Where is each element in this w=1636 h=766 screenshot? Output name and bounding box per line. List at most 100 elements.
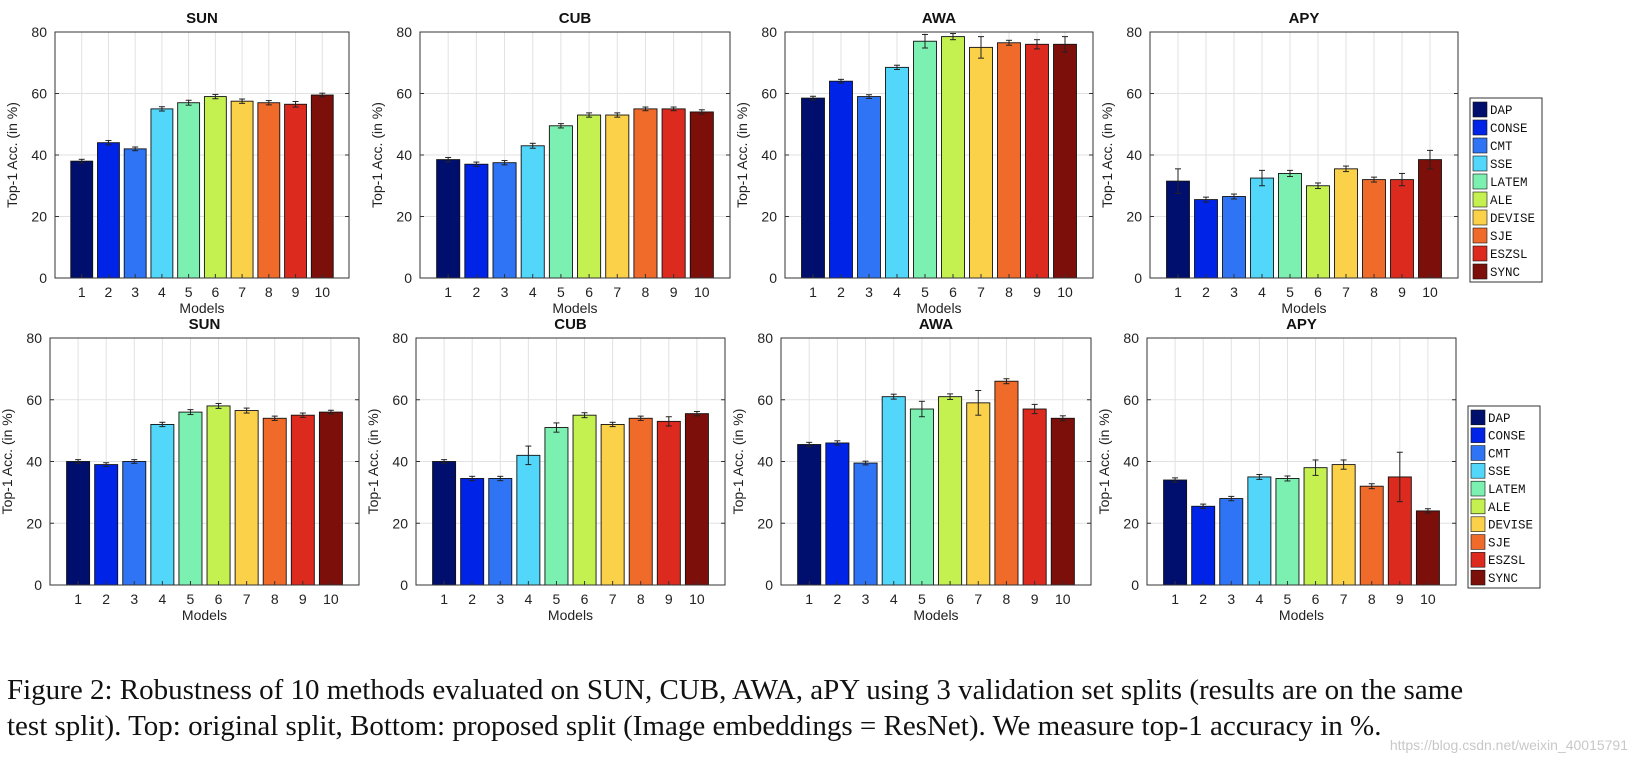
x-tick-label: 8 <box>1005 284 1013 300</box>
bar <box>1053 43 1077 279</box>
bar <box>460 478 485 586</box>
error-bar <box>292 100 299 108</box>
y-tick-label: 0 <box>1134 270 1142 286</box>
x-tick-label: 2 <box>1199 591 1207 607</box>
x-tick-label: 6 <box>581 591 589 607</box>
x-tick-label: 4 <box>893 284 901 300</box>
y-tick-label: 0 <box>404 270 412 286</box>
error-bar <box>1031 403 1038 415</box>
error-bar <box>834 440 841 446</box>
x-tick-label: 5 <box>918 591 926 607</box>
chart-title: SUN <box>189 316 221 333</box>
bar <box>885 66 909 279</box>
error-bar <box>947 393 954 400</box>
error-bar <box>609 421 616 428</box>
x-tick-label: 2 <box>833 591 841 607</box>
error-bar <box>862 460 869 466</box>
x-tick-label: 1 <box>78 284 86 300</box>
bar <box>994 380 1019 586</box>
bar <box>548 125 573 279</box>
bar <box>262 417 287 586</box>
chart-bottom-apy: 0 20 40 60 80 1 2 3 4 5 6 7 8 9 10 APY Models Top-1 Acc. … <box>1096 316 1541 623</box>
x-tick-label: 1 <box>805 591 813 607</box>
x-tick-label: 6 <box>946 591 954 607</box>
legend-swatch <box>1470 427 1486 443</box>
y-tick-label: 40 <box>1123 454 1139 470</box>
bar <box>1359 485 1384 586</box>
x-tick-label: 2 <box>102 591 110 607</box>
error-bar <box>1371 176 1377 183</box>
legend-swatch <box>1470 445 1486 461</box>
legend-label: SJE <box>1488 536 1511 550</box>
x-tick-label: 1 <box>74 591 82 607</box>
bar <box>1390 179 1414 279</box>
legend-swatch <box>1470 552 1486 568</box>
error-bar <box>131 459 138 464</box>
error-bar <box>215 402 222 409</box>
y-tick-label: 80 <box>31 24 47 40</box>
bar <box>684 413 709 586</box>
error-bar <box>866 94 872 99</box>
error-bar <box>529 142 536 149</box>
legend-swatch <box>1472 173 1488 190</box>
x-axis-label: Models <box>916 300 961 316</box>
x-tick-label: 3 <box>130 591 138 607</box>
legend-swatch <box>1472 191 1488 208</box>
error-bar <box>1284 475 1291 482</box>
bar <box>123 148 147 279</box>
legend-swatch <box>1470 516 1486 532</box>
error-bar <box>637 415 644 421</box>
bar <box>203 96 227 279</box>
error-bar <box>642 106 649 112</box>
error-bar <box>525 445 532 466</box>
legend-label: DEVISE <box>1488 519 1533 533</box>
x-tick-label: 6 <box>1314 284 1322 300</box>
bar <box>206 405 231 586</box>
bar <box>94 464 119 586</box>
legend-swatch <box>1472 101 1488 118</box>
bar <box>318 411 343 586</box>
legend-swatch <box>1470 409 1486 426</box>
y-tick-label: 80 <box>761 24 777 40</box>
error-bar <box>978 36 984 59</box>
x-tick-label: 2 <box>105 284 113 300</box>
legend-swatch <box>1472 245 1488 262</box>
bar <box>257 102 281 279</box>
bar <box>488 478 513 586</box>
legend: DAP CONSE CMT SSE LATEM ALE DEVISE SJE ESZSL SYNC <box>1469 97 1543 283</box>
bar <box>97 142 120 279</box>
y-tick-label: 0 <box>39 270 47 286</box>
x-tick-label: 2 <box>1202 284 1210 300</box>
y-axis-label: Top-1 Acc. (in %) <box>0 409 15 515</box>
y-tick-label: 80 <box>1126 24 1142 40</box>
bar <box>997 42 1021 279</box>
x-tick-label: 5 <box>187 591 195 607</box>
x-tick-label: 3 <box>501 284 509 300</box>
y-tick-label: 60 <box>1123 392 1139 408</box>
error-bar <box>105 140 112 146</box>
y-tick-label: 40 <box>396 147 412 163</box>
error-bar <box>894 64 900 71</box>
y-tick-label: 20 <box>757 515 773 531</box>
x-tick-label: 4 <box>158 284 166 300</box>
error-bar <box>75 459 82 464</box>
error-bar <box>1312 459 1319 476</box>
bar <box>1250 177 1274 279</box>
x-tick-label: 3 <box>865 284 873 300</box>
error-bar <box>698 109 705 115</box>
legend-swatch <box>1472 119 1488 136</box>
legend-label: SYNC <box>1490 266 1520 280</box>
legend-swatch <box>1470 498 1486 515</box>
y-tick-label: 0 <box>400 577 408 593</box>
error-bar <box>473 161 480 167</box>
y-tick-label: 60 <box>392 392 408 408</box>
bar <box>1362 179 1386 279</box>
x-tick-label: 5 <box>921 284 929 300</box>
y-axis-label: Top-1 Acc. (in %) <box>1099 102 1115 208</box>
x-tick-label: 3 <box>1230 284 1238 300</box>
x-axis-label: Models <box>1281 300 1326 316</box>
bar <box>150 108 174 279</box>
bar <box>520 145 545 279</box>
error-bar <box>1256 473 1263 480</box>
bar <box>881 396 906 586</box>
